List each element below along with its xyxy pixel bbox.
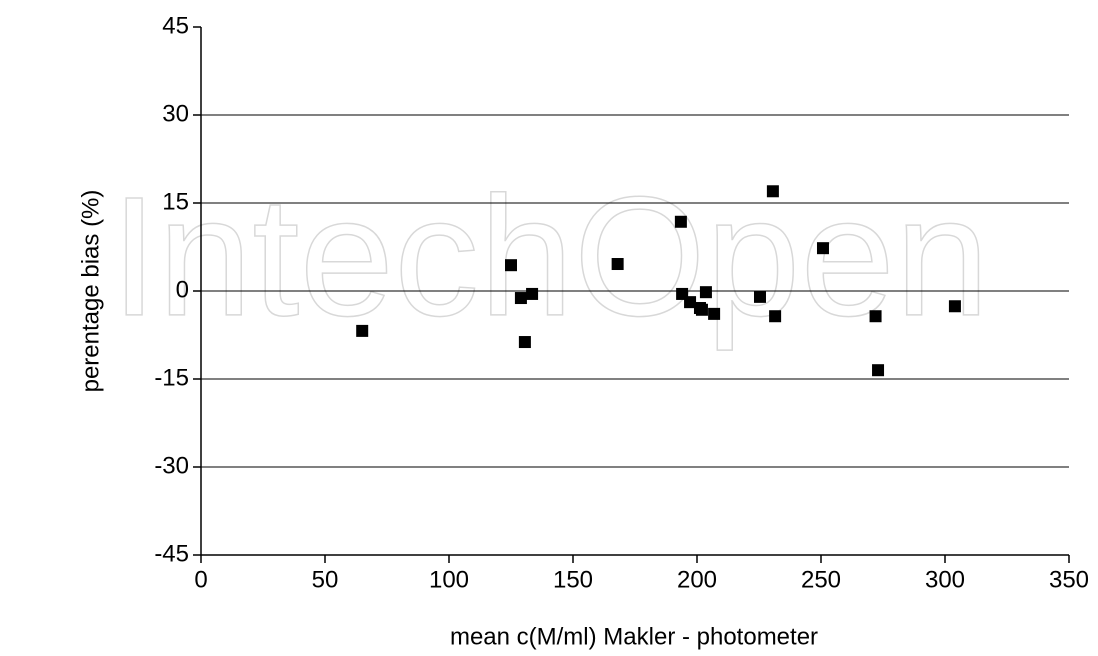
point (505, 259, 517, 272)
x-tick-label: 300 (925, 566, 965, 593)
point (526, 287, 539, 300)
watermark: IntechOpen (111, 162, 990, 352)
point (948, 300, 961, 313)
point (816, 242, 829, 255)
x-tick-label: 200 (677, 566, 717, 593)
point (872, 364, 885, 377)
point (708, 307, 721, 320)
point (356, 324, 369, 337)
point (766, 185, 779, 198)
y-tick-label: 45 (162, 12, 189, 39)
point (674, 215, 687, 228)
x-axis-label: mean c(M/ml) Makler - photometer (450, 623, 818, 650)
x-tick-label: 50 (312, 566, 339, 593)
point (695, 303, 708, 316)
point (769, 310, 782, 323)
point (684, 296, 697, 309)
y-tick-label: 30 (162, 100, 189, 127)
point (869, 310, 882, 323)
x-tick-label: 250 (801, 566, 841, 593)
point (518, 336, 531, 349)
y-tick-label: 15 (162, 188, 189, 215)
x-tick-label: 150 (553, 566, 593, 593)
y-axis-label: perentage bias (%) (77, 190, 104, 393)
y-tick-label: -30 (154, 452, 189, 479)
y-tick-label: -15 (154, 364, 189, 391)
point (514, 292, 527, 305)
x-tick-label: 350 (1049, 566, 1089, 593)
point (611, 258, 624, 271)
point (753, 290, 766, 303)
point (699, 286, 712, 299)
x-tick-label: 0 (194, 566, 207, 593)
y-tick-label: -45 (154, 540, 189, 567)
x-tick-label: 100 (429, 566, 469, 593)
y-tick-label: 0 (176, 276, 189, 303)
